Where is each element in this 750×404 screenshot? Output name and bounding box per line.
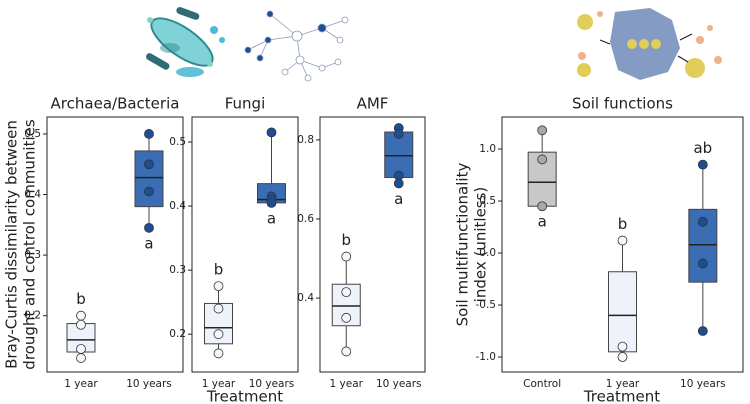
data-point bbox=[76, 353, 86, 363]
y-tick-label: 0.5 bbox=[479, 195, 496, 207]
data-point bbox=[697, 326, 708, 336]
data-point bbox=[266, 197, 277, 208]
y-tick-label: 0.0 bbox=[479, 247, 496, 259]
y-tick-label: 0.3 bbox=[24, 249, 41, 261]
x-tick-label: 10 years bbox=[680, 378, 726, 390]
x-tick-label: 10 years bbox=[376, 378, 422, 390]
x-tick-label: 10 years bbox=[249, 378, 295, 390]
data-point bbox=[144, 222, 154, 233]
y-axis-label: Soil multifunctionality bbox=[454, 163, 472, 327]
significance-letter: b bbox=[76, 290, 86, 308]
x-tick-label: 1 year bbox=[606, 378, 640, 390]
axes-frame bbox=[46, 116, 184, 373]
significance-letter: b bbox=[618, 215, 628, 233]
significance-letter: a bbox=[394, 190, 403, 208]
data-point bbox=[213, 348, 224, 359]
data-point bbox=[537, 201, 548, 212]
panel-title: AMF bbox=[357, 95, 389, 113]
y-tick-label: 0.4 bbox=[169, 200, 186, 212]
box bbox=[134, 150, 164, 208]
data-point bbox=[341, 287, 352, 298]
x-tick-label: 1 year bbox=[330, 378, 364, 390]
data-point bbox=[697, 258, 708, 269]
data-point bbox=[144, 186, 154, 197]
data-point bbox=[213, 281, 224, 292]
data-point bbox=[617, 352, 628, 362]
x-tick-label: 1 year bbox=[64, 378, 98, 390]
x-tick-label: 1 year bbox=[202, 378, 236, 390]
microbe-icon bbox=[146, 7, 225, 77]
significance-letter: a bbox=[144, 234, 153, 252]
data-point bbox=[266, 127, 277, 138]
y-tick-label: 0.2 bbox=[24, 310, 41, 322]
data-point bbox=[76, 319, 86, 330]
axes-frame bbox=[319, 116, 426, 373]
data-point bbox=[341, 312, 352, 323]
data-point bbox=[76, 310, 86, 321]
data-point bbox=[537, 125, 548, 136]
data-point bbox=[144, 129, 154, 139]
y-axis-label: drought and control communities bbox=[21, 119, 39, 370]
panel-title: Soil functions bbox=[572, 95, 673, 113]
y-tick-label: 0.2 bbox=[169, 328, 186, 340]
significance-letter: a bbox=[538, 213, 547, 231]
panel-title: Fungi bbox=[225, 95, 266, 113]
y-tick-label: 0.3 bbox=[169, 264, 186, 276]
data-point bbox=[617, 341, 628, 352]
axes-frame bbox=[191, 116, 299, 373]
data-point bbox=[393, 178, 404, 189]
data-point bbox=[537, 154, 548, 165]
data-point bbox=[697, 159, 708, 170]
box bbox=[608, 271, 637, 353]
significance-letter: ab bbox=[693, 139, 712, 157]
data-point bbox=[341, 346, 352, 357]
data-point bbox=[697, 216, 708, 227]
panel-title: Archaea/Bacteria bbox=[51, 95, 180, 113]
axes-frame bbox=[501, 116, 744, 373]
soil-icon bbox=[577, 8, 722, 80]
data-point bbox=[213, 329, 224, 340]
x-tick-label: 10 years bbox=[126, 378, 172, 390]
data-point bbox=[76, 344, 86, 354]
x-axis-label: Treatment bbox=[583, 388, 660, 404]
y-axis-label: Bray-Curtis dissimilarity between bbox=[3, 120, 21, 369]
significance-letter: a bbox=[267, 209, 276, 227]
x-tick-label: Control bbox=[523, 378, 561, 390]
y-tick-label: 0.5 bbox=[24, 128, 41, 140]
significance-letter: b bbox=[214, 261, 224, 279]
network-icon bbox=[244, 10, 349, 82]
data-point bbox=[213, 303, 224, 314]
y-tick-label: 0.8 bbox=[297, 134, 314, 146]
y-tick-label: -0.5 bbox=[476, 299, 497, 311]
data-point bbox=[617, 235, 628, 246]
y-tick-label: 1.0 bbox=[479, 143, 496, 155]
data-point bbox=[393, 129, 404, 139]
y-tick-label: 0.4 bbox=[24, 189, 41, 201]
y-axis-label: index (unitless) bbox=[472, 187, 490, 303]
y-tick-label: 0.5 bbox=[169, 136, 186, 148]
significance-letter: b bbox=[341, 231, 351, 249]
y-tick-label: 0.4 bbox=[297, 292, 314, 304]
data-point bbox=[144, 159, 154, 170]
data-point bbox=[341, 251, 352, 262]
y-tick-label: -1.0 bbox=[476, 351, 497, 363]
x-axis-label: Treatment bbox=[206, 388, 283, 404]
y-tick-label: 0.6 bbox=[297, 213, 314, 225]
